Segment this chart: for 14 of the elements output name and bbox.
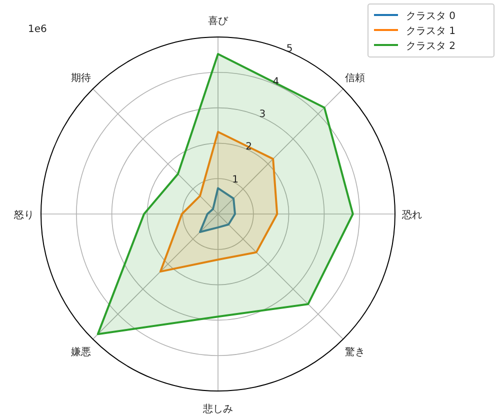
spoke-label: 怒り (13, 209, 34, 221)
spoke-label: 嫌悪 (70, 346, 91, 358)
spoke-label: 恐れ (401, 210, 422, 221)
spoke-label: 悲しみ (202, 403, 233, 415)
legend-label: クラスタ 2 (406, 41, 456, 52)
y-tick-label: 1 (232, 174, 238, 186)
spoke-label: 信頼 (345, 72, 366, 84)
text: 1e6 (28, 24, 47, 35)
spoke-label: 喜び (208, 15, 229, 27)
legend-label: クラスタ 1 (406, 26, 456, 37)
spoke-label: 期待 (70, 72, 91, 84)
spoke-label: 驚き (345, 346, 366, 358)
legend-label: クラスタ 0 (406, 11, 456, 22)
y-tick-label: 3 (259, 109, 266, 120)
